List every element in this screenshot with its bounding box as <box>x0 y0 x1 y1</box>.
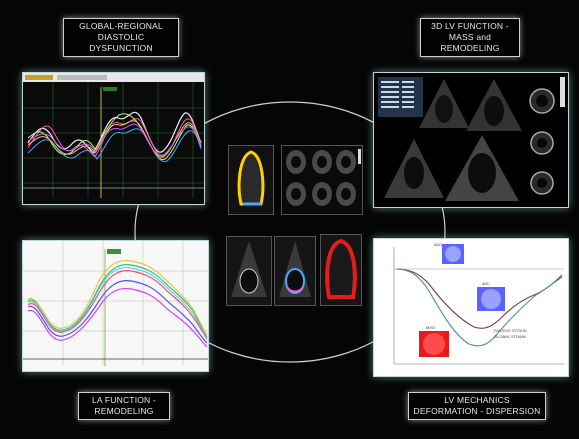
series-label-global: GLOBAL STRAIN <box>494 334 526 339</box>
label-lv-mechanics: LV MECHANICS DEFORMATION - DISPERSION <box>408 392 546 420</box>
la-tracking-thumb-1 <box>226 236 272 306</box>
marker-avo: AVO <box>434 242 442 247</box>
la-tracking-thumb-3 <box>320 234 362 306</box>
label-3d-lv-function: 3D LV FUNCTION - MASS and REMODELING <box>420 18 520 57</box>
lv-strain-chart: AVO AVC MVO PASSIVE STRAIN GLOBAL STRAIN <box>393 242 564 365</box>
lv-contour-thumb-1 <box>228 145 274 215</box>
la-tracking-thumb-2 <box>274 236 316 306</box>
lv-mechanics-panel: AVO AVC MVO PASSIVE STRAIN GLOBAL STRAIN <box>373 238 569 377</box>
3d-echo-views <box>378 77 565 201</box>
series-label-passive: PASSIVE STRAIN <box>494 328 527 333</box>
marker-avc: AVC <box>482 281 490 286</box>
la-strain-plot <box>23 241 208 366</box>
marker-mvo: MVO <box>426 325 435 330</box>
diastolic-strain-rate-plot <box>23 73 204 198</box>
lv-contour-thumb-2 <box>281 145 363 215</box>
label-diastolic-dysfunction: GLOBAL-REGIONAL DIASTOLIC DYSFUNCTION <box>63 18 179 57</box>
3d-echo-panel <box>373 72 569 208</box>
label-la-function: LA FUNCTION - REMODELING <box>78 392 170 420</box>
la-strain-panel <box>22 240 209 372</box>
diastolic-strain-rate-panel <box>22 72 205 205</box>
